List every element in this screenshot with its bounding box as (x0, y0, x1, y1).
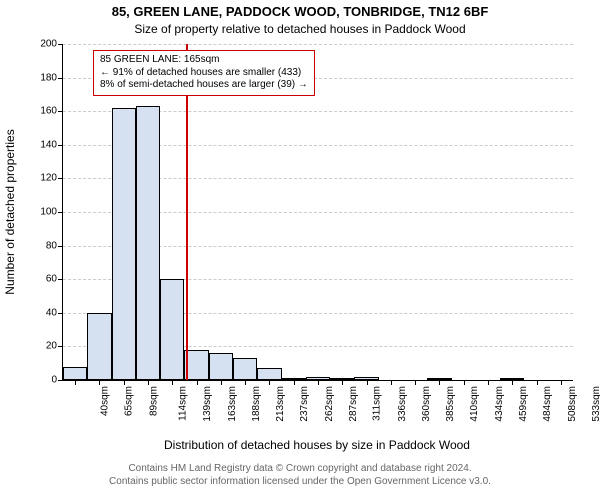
y-tick-label: 120 (40, 173, 57, 184)
y-tick-label: 180 (40, 72, 57, 83)
y-tick-mark (58, 78, 63, 79)
x-tick-label: 360sqm (421, 386, 432, 422)
x-tick-label: 410sqm (470, 386, 481, 422)
x-axis-label: Distribution of detached houses by size … (62, 438, 572, 452)
gridline (63, 44, 573, 45)
histogram-bar (63, 367, 87, 380)
histogram-bar (257, 368, 281, 380)
y-tick-mark (58, 111, 63, 112)
x-tick-mark (439, 380, 440, 385)
histogram-bar (209, 353, 233, 380)
x-tick-label: 188sqm (251, 386, 262, 422)
x-tick-mark (294, 380, 295, 385)
x-tick-mark (415, 380, 416, 385)
annotation-line: ← 91% of detached houses are smaller (43… (100, 67, 308, 80)
y-tick-mark (58, 44, 63, 45)
y-tick-label: 40 (46, 307, 57, 318)
annotation-line: 8% of semi-detached houses are larger (3… (100, 79, 308, 92)
x-tick-label: 237sqm (300, 386, 311, 422)
histogram-bar (112, 108, 136, 380)
x-tick-mark (512, 380, 513, 385)
x-tick-mark (391, 380, 392, 385)
histogram-bar (184, 350, 208, 380)
y-tick-label: 0 (51, 375, 57, 386)
x-tick-label: 385sqm (445, 386, 456, 422)
x-tick-mark (99, 380, 100, 385)
x-tick-label: 213sqm (275, 386, 286, 422)
annotation-box: 85 GREEN LANE: 165sqm← 91% of detached h… (93, 50, 315, 96)
x-tick-label: 262sqm (324, 386, 335, 422)
y-tick-mark (58, 346, 63, 347)
footer-line-2: Contains public sector information licen… (0, 475, 600, 488)
x-tick-mark (367, 380, 368, 385)
x-tick-mark (318, 380, 319, 385)
page-title: 85, GREEN LANE, PADDOCK WOOD, TONBRIDGE,… (0, 4, 600, 19)
footer-attribution: Contains HM Land Registry data © Crown c… (0, 462, 600, 488)
y-tick-label: 200 (40, 39, 57, 50)
x-tick-label: 287sqm (348, 386, 359, 422)
page-subtitle: Size of property relative to detached ho… (0, 22, 600, 36)
x-tick-label: 336sqm (397, 386, 408, 422)
x-tick-mark (75, 380, 76, 385)
y-tick-mark (58, 246, 63, 247)
x-tick-mark (488, 380, 489, 385)
x-tick-mark (245, 380, 246, 385)
x-tick-mark (148, 380, 149, 385)
x-tick-mark (172, 380, 173, 385)
y-tick-label: 60 (46, 274, 57, 285)
x-tick-mark (561, 380, 562, 385)
x-tick-mark (269, 380, 270, 385)
annotation-line: 85 GREEN LANE: 165sqm (100, 54, 308, 67)
histogram-bar (160, 279, 184, 380)
x-tick-label: 114sqm (177, 386, 188, 421)
y-tick-label: 100 (40, 207, 57, 218)
x-tick-label: 434sqm (494, 386, 505, 422)
x-tick-label: 163sqm (227, 386, 238, 422)
x-tick-label: 484sqm (542, 386, 553, 422)
x-tick-label: 139sqm (202, 386, 213, 422)
y-tick-mark (58, 145, 63, 146)
y-tick-label: 20 (46, 341, 57, 352)
x-tick-mark (342, 380, 343, 385)
x-tick-label: 459sqm (518, 386, 529, 422)
y-axis-label: Number of detached properties (3, 129, 17, 294)
histogram-bar (87, 313, 111, 380)
x-tick-label: 311sqm (372, 386, 383, 421)
x-tick-label: 89sqm (148, 386, 159, 416)
x-tick-label: 508sqm (567, 386, 578, 422)
y-tick-label: 160 (40, 106, 57, 117)
x-tick-mark (537, 380, 538, 385)
x-tick-mark (124, 380, 125, 385)
histogram-bar (136, 106, 160, 380)
x-tick-label: 533sqm (591, 386, 600, 422)
x-tick-label: 40sqm (100, 386, 111, 416)
x-tick-mark (464, 380, 465, 385)
y-tick-mark (58, 212, 63, 213)
x-tick-mark (197, 380, 198, 385)
y-tick-mark (58, 380, 63, 381)
footer-line-1: Contains HM Land Registry data © Crown c… (0, 462, 600, 475)
y-tick-mark (58, 279, 63, 280)
y-tick-label: 140 (40, 139, 57, 150)
histogram-bar (233, 358, 257, 380)
x-tick-mark (221, 380, 222, 385)
chart-plot-area: 02040608010012014016018020040sqm65sqm89s… (62, 44, 573, 381)
y-tick-mark (58, 313, 63, 314)
y-tick-label: 80 (46, 240, 57, 251)
y-tick-mark (58, 178, 63, 179)
x-tick-label: 65sqm (124, 386, 135, 416)
